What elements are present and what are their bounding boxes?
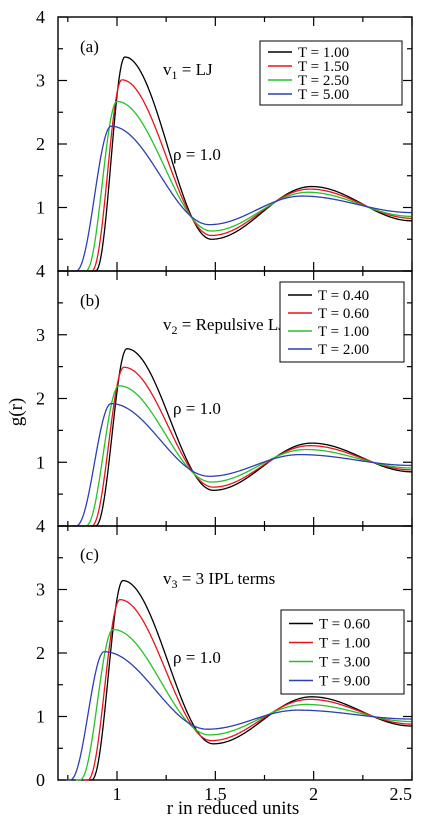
y-tick-label: 1 bbox=[36, 452, 45, 472]
y-tick-label: 0 bbox=[36, 770, 45, 790]
y-tick-label: 2 bbox=[36, 134, 45, 154]
x-tick-label: 2.5 bbox=[390, 784, 413, 804]
potential-subscript: 2 bbox=[172, 323, 178, 337]
series-line-3 bbox=[75, 628, 412, 781]
x-tick-label: 1.5 bbox=[204, 784, 227, 804]
series-line-3 bbox=[81, 385, 412, 527]
potential-symbol: v bbox=[163, 569, 172, 588]
potential-label: v2 = Repulsive LJ bbox=[163, 315, 285, 337]
series-line-3 bbox=[81, 100, 412, 272]
legend-entry: T = 3.00 bbox=[319, 655, 370, 671]
potential-label: v3 = 3 IPL terms bbox=[163, 569, 275, 591]
series-line-1 bbox=[87, 579, 412, 781]
x-tick-label: 1 bbox=[113, 784, 122, 804]
legend-entry: T = 0.60 bbox=[318, 306, 369, 322]
potential-symbol: v bbox=[163, 60, 172, 79]
series-line-4 bbox=[71, 402, 412, 527]
potential-definition: = Repulsive LJ bbox=[178, 315, 286, 334]
density-label: ρ = 1.0 bbox=[173, 399, 221, 418]
y-tick-label: 1 bbox=[36, 707, 45, 727]
y-tick-label: 3 bbox=[36, 71, 45, 91]
y-axis-title: g(r) bbox=[6, 398, 27, 426]
density-label: ρ = 1.0 bbox=[173, 145, 221, 164]
potential-subscript: 1 bbox=[172, 68, 178, 82]
y-tick-label: 4 bbox=[36, 7, 45, 27]
legend-entry: T = 1.00 bbox=[318, 324, 369, 340]
legend: T = 0.40 T = 0.60 T = 1.00 T = 2.00 bbox=[279, 281, 405, 363]
y-tick-label: 2 bbox=[36, 389, 45, 409]
legend-entry: T = 2.50 bbox=[298, 73, 349, 89]
y-tick-label: 4 bbox=[36, 516, 45, 536]
legend-entry: T = 1.50 bbox=[298, 59, 349, 75]
legend: T = 1.00T = 1.50T = 2.50T = 5.00 bbox=[259, 40, 403, 106]
potential-definition: = LJ bbox=[178, 60, 213, 79]
series-line-2 bbox=[83, 599, 412, 781]
x-axis-title: r in reduced units bbox=[167, 798, 299, 819]
potential-subscript: 3 bbox=[172, 577, 178, 591]
series-line-2 bbox=[87, 79, 412, 272]
series-line-1 bbox=[91, 348, 412, 527]
y-tick-label: 1 bbox=[36, 198, 45, 218]
series-line-4 bbox=[71, 125, 412, 272]
potential-label: v1 = LJ bbox=[163, 60, 213, 82]
series-line-4 bbox=[65, 651, 412, 781]
legend-entry: T = 9.00 bbox=[319, 674, 370, 690]
y-tick-label: 3 bbox=[36, 580, 45, 600]
panel-label: (a) bbox=[80, 37, 99, 56]
series-line-2 bbox=[87, 366, 412, 527]
legend-entry: T = 0.40 bbox=[318, 288, 369, 304]
density-label: ρ = 1.0 bbox=[173, 648, 221, 667]
x-tick-label: 2 bbox=[309, 784, 318, 804]
potential-symbol: v bbox=[163, 315, 172, 334]
legend-entry: T = 0.60 bbox=[319, 617, 370, 633]
panel-label: (b) bbox=[80, 291, 100, 310]
y-tick-label: 2 bbox=[36, 643, 45, 663]
y-tick-label: 3 bbox=[36, 325, 45, 345]
legend-entry: T = 1.00 bbox=[319, 636, 370, 652]
series-line-1 bbox=[91, 56, 412, 272]
potential-definition: = 3 IPL terms bbox=[178, 569, 276, 588]
y-tick-label: 4 bbox=[36, 261, 45, 281]
legend-entry: T = 5.00 bbox=[298, 87, 349, 103]
panel-label: (c) bbox=[80, 545, 99, 564]
legend: T = 0.60 T = 1.00 T = 3.00 T = 9.00 bbox=[280, 609, 405, 695]
legend-entry: T = 2.00 bbox=[318, 342, 369, 358]
legend-entry: T = 1.00 bbox=[298, 45, 349, 61]
